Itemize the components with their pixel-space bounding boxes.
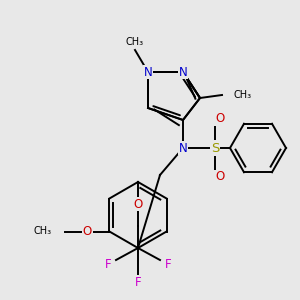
Text: O: O bbox=[134, 197, 142, 211]
Text: F: F bbox=[105, 257, 111, 271]
Text: CH₃: CH₃ bbox=[33, 226, 51, 236]
Text: CH₃: CH₃ bbox=[234, 90, 252, 100]
Text: O: O bbox=[215, 170, 225, 184]
Text: N: N bbox=[178, 65, 188, 79]
Text: S: S bbox=[211, 142, 219, 154]
Text: O: O bbox=[83, 225, 92, 238]
Text: N: N bbox=[144, 65, 152, 79]
Text: F: F bbox=[165, 257, 171, 271]
Text: CH₃: CH₃ bbox=[126, 37, 144, 47]
Text: O: O bbox=[215, 112, 225, 125]
Text: F: F bbox=[135, 275, 141, 289]
Text: N: N bbox=[178, 142, 188, 154]
